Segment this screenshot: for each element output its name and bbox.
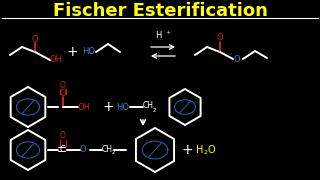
Text: HO: HO (82, 48, 95, 57)
Text: +: + (66, 45, 78, 59)
Text: O: O (32, 35, 38, 44)
Text: +: + (181, 143, 193, 157)
Text: CH: CH (143, 102, 154, 111)
Text: O: O (80, 145, 87, 154)
Text: O: O (60, 89, 66, 98)
Text: H: H (196, 145, 204, 155)
Text: O: O (60, 132, 66, 141)
Text: O: O (207, 145, 215, 155)
Text: 2: 2 (153, 107, 156, 112)
Text: +: + (102, 100, 114, 114)
Text: 2: 2 (112, 150, 116, 156)
Text: +: + (165, 30, 170, 35)
Text: H: H (155, 31, 161, 40)
Text: Fischer Esterification: Fischer Esterification (52, 2, 268, 20)
Text: OH: OH (50, 55, 63, 64)
Text: HO: HO (116, 102, 129, 111)
Text: O: O (217, 33, 223, 42)
Text: O: O (60, 80, 66, 89)
Text: CH: CH (102, 145, 113, 154)
Text: O: O (233, 55, 240, 64)
Text: 2: 2 (203, 150, 207, 156)
Text: OH: OH (78, 102, 91, 111)
Text: C: C (60, 145, 66, 154)
